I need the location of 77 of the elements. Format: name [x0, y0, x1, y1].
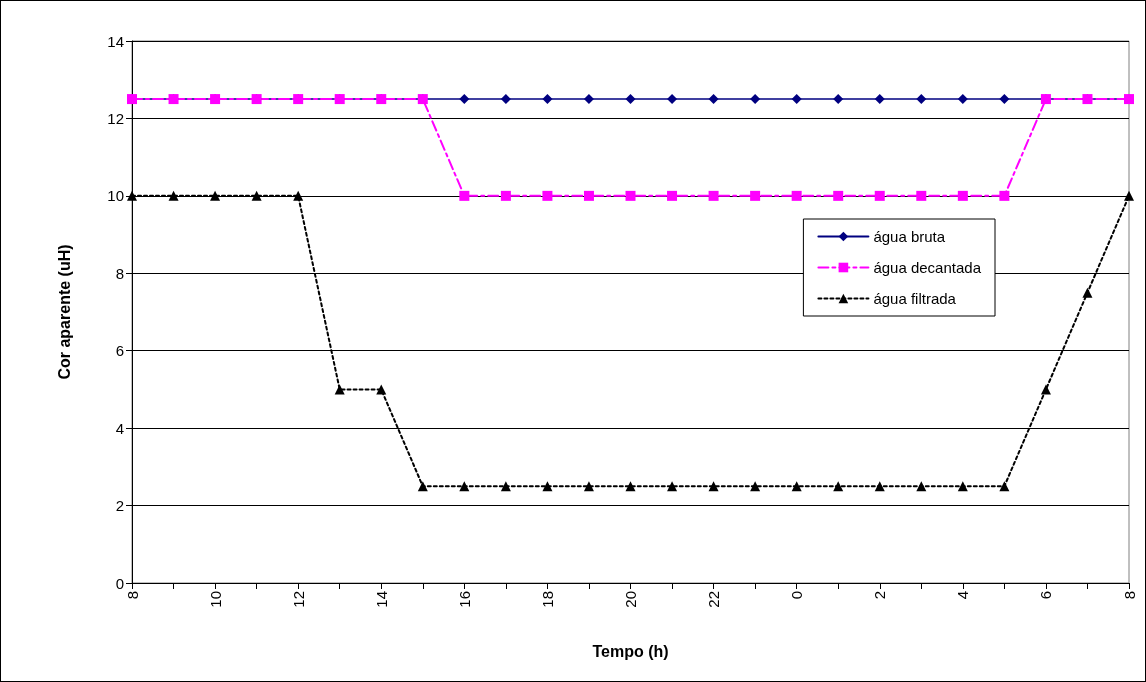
point	[459, 94, 470, 105]
point	[750, 94, 761, 105]
point	[583, 190, 594, 201]
point	[874, 190, 885, 201]
x-tick-label: 14	[372, 591, 390, 608]
point	[791, 190, 802, 201]
point	[999, 94, 1010, 105]
point	[916, 190, 927, 201]
point	[500, 481, 511, 492]
point	[999, 190, 1010, 201]
point	[957, 481, 968, 492]
point	[667, 190, 678, 201]
point	[542, 190, 553, 201]
point	[916, 481, 927, 492]
point	[293, 190, 304, 201]
y-tick-label: 6	[115, 342, 124, 360]
point	[791, 481, 802, 492]
point	[1124, 190, 1134, 201]
x-tick-label: 6	[1037, 591, 1055, 600]
point	[833, 94, 844, 105]
legend-label: água decantada	[873, 259, 982, 276]
point	[417, 481, 428, 492]
point	[542, 481, 553, 492]
y-tick-label: 4	[115, 419, 124, 437]
y-axis-title: Cor aparente (uH)	[55, 244, 73, 380]
point	[874, 94, 885, 105]
point	[625, 94, 636, 105]
legend-label: água bruta	[873, 228, 946, 245]
point	[251, 190, 262, 201]
point	[168, 190, 179, 201]
legend-label: água filtrada	[873, 290, 957, 307]
x-tick-label: 12	[289, 591, 307, 608]
point	[210, 190, 221, 201]
point	[376, 384, 387, 395]
point	[459, 190, 470, 201]
x-tick-label: 2	[871, 591, 889, 600]
point	[667, 481, 678, 492]
y-tick-label: 14	[107, 32, 124, 50]
point	[625, 481, 636, 492]
x-tick-label: 4	[954, 591, 972, 600]
point	[750, 190, 761, 201]
y-tick-label: 2	[115, 497, 124, 515]
point	[334, 384, 345, 395]
x-tick-label: 22	[705, 591, 723, 608]
point	[500, 94, 511, 105]
x-tick-label: 20	[622, 591, 639, 608]
point	[874, 481, 885, 492]
x-axis-title: Tempo (h)	[592, 642, 669, 660]
x-tick-label: 18	[538, 591, 556, 608]
point	[750, 481, 761, 492]
x-tick-label: 0	[788, 591, 806, 600]
point	[1040, 384, 1051, 395]
point	[583, 94, 594, 105]
x-tick-label: 10	[206, 591, 224, 608]
point	[708, 94, 719, 105]
point	[625, 190, 636, 201]
point	[791, 94, 802, 105]
point	[999, 481, 1010, 492]
y-tick-label: 10	[107, 187, 124, 205]
x-tick-label: 8	[123, 591, 141, 600]
point	[833, 190, 844, 201]
point	[1082, 287, 1093, 298]
point	[833, 481, 844, 492]
point	[667, 94, 678, 105]
y-tick-label: 8	[115, 264, 124, 282]
point	[708, 481, 719, 492]
x-tick-label: 8	[1120, 591, 1138, 600]
point	[708, 190, 719, 201]
point	[957, 190, 968, 201]
point	[583, 481, 594, 492]
point	[500, 190, 511, 201]
y-tick-label: 12	[107, 109, 124, 127]
point	[542, 94, 553, 105]
point	[957, 94, 968, 105]
point	[459, 481, 470, 492]
x-tick-label: 16	[455, 591, 473, 608]
point	[916, 94, 927, 105]
